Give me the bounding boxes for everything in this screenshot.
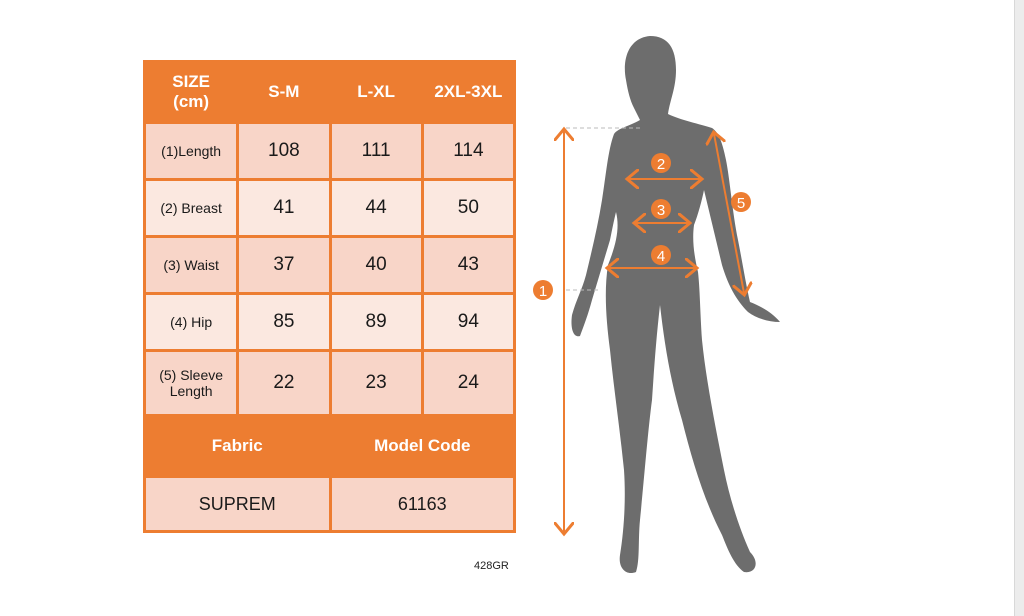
woman-silhouette [571,36,780,574]
product-code: 428GR [474,560,509,572]
svg-text:4: 4 [657,248,665,265]
model-code-value: 61163 [328,475,516,533]
marker-5: 5 [731,192,751,212]
cell-value: 44 [328,178,424,238]
size-header-row: SIZE (cm) S-M L-XL 2XL-3XL [142,60,517,124]
cell-value: 43 [420,235,517,295]
row-label: (2) Breast [142,178,240,238]
row-label: (4) Hip [142,292,240,352]
size-column-header: 2XL-3XL [420,60,517,124]
cell-value: 22 [236,349,332,417]
marker-2: 2 [651,153,671,173]
svg-text:3: 3 [657,202,665,219]
svg-text:5: 5 [737,195,745,212]
svg-text:2: 2 [657,156,665,173]
row-label: (1)Length [142,121,240,181]
size-column-header: L-XL [328,60,424,124]
model-code-header: Model Code [328,414,516,478]
cell-value: 37 [236,235,332,295]
marker-4: 4 [651,245,671,265]
row-label: (5) Sleeve Length [142,349,240,417]
cell-value: 50 [420,178,517,238]
row-label-line2: Length [169,383,213,399]
cell-value: 114 [420,121,517,181]
cell-value: 40 [328,235,424,295]
fabric-value: SUPREM [143,475,332,533]
table-row: (5) Sleeve Length 22 23 24 [142,349,517,417]
cell-value: 94 [420,292,517,352]
cell-value: 41 [236,178,332,238]
size-table: SIZE (cm) S-M L-XL 2XL-3XL (1)Length 108 … [142,60,517,533]
cell-value: 89 [328,292,424,352]
footer-value-row: SUPREM 61163 [143,475,516,533]
sleeve-arrow [714,134,744,293]
svg-text:1: 1 [539,283,547,300]
size-header-line2: (cm) [173,92,210,111]
cell-value: 85 [236,292,332,352]
cell-value: 108 [236,121,332,181]
footer-header-row: Fabric Model Code [143,414,516,478]
table-row: (4) Hip 85 89 94 [142,292,517,352]
marker-3: 3 [651,199,671,219]
marker-1: 1 [533,280,553,300]
row-label: (3) Waist [142,235,240,295]
fabric-header: Fabric [143,414,332,478]
size-header-cell: SIZE (cm) [142,60,240,124]
table-row: (2) Breast 41 44 50 [142,178,517,238]
size-header-line1: SIZE [172,72,211,91]
row-label-line1: (5) Sleeve [159,367,224,383]
cell-value: 23 [328,349,424,417]
size-column-header: S-M [236,60,332,124]
page-edge [1014,0,1024,616]
table-row: (3) Waist 37 40 43 [142,235,517,295]
table-row: (1)Length 108 111 114 [142,121,517,181]
cell-value: 24 [420,349,517,417]
cell-value: 111 [328,121,424,181]
